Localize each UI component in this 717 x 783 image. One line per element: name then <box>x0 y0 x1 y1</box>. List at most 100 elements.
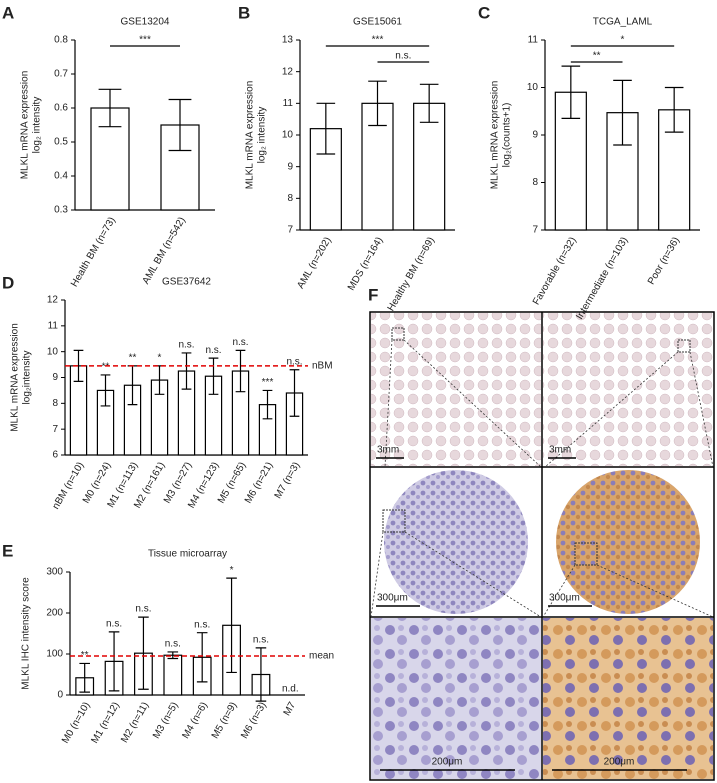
y-axis-label: MLKL mRNA expression <box>245 81 256 190</box>
y-tick-label: 0.3 <box>54 205 68 216</box>
y-tick-label: 7 <box>287 225 293 236</box>
chart-title: TCGA_LAML <box>593 17 653 28</box>
zoom-lines <box>370 339 714 618</box>
x-tick-label: M7 <box>282 700 299 718</box>
scale-label: 3mm <box>377 445 399 456</box>
bracket-label: n.s. <box>395 51 411 62</box>
panel-letter: B <box>238 3 250 22</box>
y-axis-label: log₂ intensity <box>32 97 43 154</box>
significance-label: n.s. <box>286 356 302 367</box>
y-tick-label: 12 <box>47 295 59 306</box>
scale-bars <box>376 457 687 771</box>
significance-label: n.s. <box>232 337 248 348</box>
zoom-box <box>677 339 691 353</box>
significance-label: n.s. <box>194 619 210 630</box>
x-tick-label: M7 (n=3) <box>273 460 303 500</box>
significance-label: *** <box>262 377 274 388</box>
scale-label: 3mm <box>549 445 571 456</box>
error-bar <box>73 349 84 382</box>
image-panel: F 3mm 3mm 300μm 300μm 200μm <box>368 285 715 781</box>
panel-letter: E <box>2 541 13 560</box>
y-axis-label: MLKL IHC intensity score <box>21 577 32 690</box>
x-tick-label: Favorable (n=32) <box>531 235 579 307</box>
bar <box>413 102 446 231</box>
error-bar <box>664 86 684 133</box>
significance-label: ** <box>102 362 110 373</box>
y-tick-label: 0 <box>57 690 63 701</box>
significance-label: n.s. <box>205 345 221 356</box>
significance-label: n.s. <box>253 634 269 645</box>
y-axis-label: log₂ intensity <box>257 107 268 164</box>
y-tick-label: 8 <box>52 398 58 409</box>
x-tick-label: M1 (n=12) <box>89 700 121 745</box>
x-tick-label: Intermediate (n=103) <box>574 235 630 321</box>
significance-label: * <box>230 565 234 576</box>
error-bar <box>79 662 90 693</box>
zoom-box <box>382 509 406 533</box>
panel-letter: F <box>368 285 378 304</box>
scale-label: 300μm <box>377 593 408 604</box>
panel-letter: A <box>2 3 14 22</box>
x-tick-label: Health BM (n=73) <box>69 215 118 289</box>
y-tick-label: 12 <box>282 66 294 77</box>
significance-label: n.d. <box>282 684 299 695</box>
x-tick-label: M6 (n=3) <box>239 700 269 740</box>
error-bar <box>289 369 300 417</box>
error-bar <box>98 88 122 128</box>
x-tick-label: nBM (n=10) <box>51 460 87 511</box>
error-bar <box>613 79 632 146</box>
error-bar <box>561 65 581 119</box>
tissue-zoom <box>371 618 541 779</box>
y-tick-label: 300 <box>46 567 63 578</box>
error-bar <box>138 616 149 690</box>
y-axis-label: MLKL mRNA expression <box>10 323 21 432</box>
y-tick-label: 9 <box>52 372 58 383</box>
y-tick-label: 9 <box>532 130 538 141</box>
y-tick-label: 11 <box>528 35 539 46</box>
panel-letter: D <box>2 273 14 292</box>
error-bar <box>108 631 120 692</box>
y-tick-label: 11 <box>283 98 294 109</box>
y-tick-label: 0.7 <box>54 69 68 80</box>
panel-letter: C <box>478 3 490 22</box>
error-bar <box>419 83 439 123</box>
significance-label: n.s. <box>135 604 151 615</box>
chart-title: GSE37642 <box>162 277 211 288</box>
error-bar <box>100 374 111 407</box>
reference-label: nBM <box>312 361 333 372</box>
y-tick-label: 6 <box>52 450 58 461</box>
x-tick-label: M2 (n=11) <box>119 700 151 745</box>
error-bar <box>235 349 246 393</box>
significance-label: n.s. <box>178 340 194 351</box>
tissue-core <box>384 470 528 614</box>
error-bar <box>168 98 192 152</box>
x-tick-label: MDS (n=164) <box>346 235 385 292</box>
scale-label: 300μm <box>549 593 580 604</box>
bar <box>163 654 183 696</box>
bracket-label: ** <box>593 51 601 62</box>
error-bar <box>316 102 336 155</box>
y-tick-label: 0.5 <box>54 137 68 148</box>
y-tick-label: 10 <box>527 82 539 93</box>
significance-label: ** <box>81 650 89 661</box>
y-axis-label: log₂intensity <box>22 351 33 405</box>
y-tick-label: 8 <box>287 193 293 204</box>
x-tick-label: Healthy BM (n=69) <box>386 235 437 313</box>
y-tick-label: 10 <box>282 130 294 141</box>
x-tick-label: M4 (n=6) <box>180 700 210 740</box>
y-tick-label: 7 <box>532 225 538 236</box>
bracket-label: *** <box>372 35 384 46</box>
y-tick-label: 7 <box>52 424 58 435</box>
error-bar <box>368 80 387 127</box>
x-tick-label: AML BM (n=542) <box>141 215 188 286</box>
tissue-zoom <box>543 618 713 779</box>
y-tick-label: 8 <box>532 177 538 188</box>
y-tick-label: 10 <box>47 346 59 357</box>
error-bar <box>196 632 208 683</box>
x-tick-label: M0 (n=10) <box>60 700 92 745</box>
y-tick-label: 11 <box>48 320 59 331</box>
error-bar <box>181 352 192 390</box>
chart-title: GSE15061 <box>353 17 402 28</box>
chart-title: Tissue microarray <box>148 549 227 560</box>
